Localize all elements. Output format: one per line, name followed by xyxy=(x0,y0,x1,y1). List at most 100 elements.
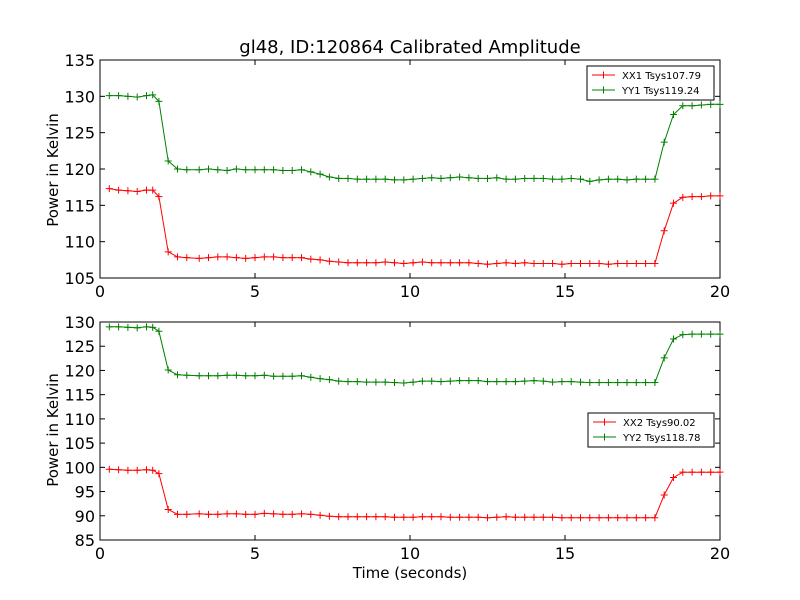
top-series-1-point xyxy=(195,254,203,262)
top-series-1-line xyxy=(109,188,720,265)
bottom-series-2-point xyxy=(143,323,150,331)
top-series-1-point xyxy=(549,259,557,267)
top-series-1-point xyxy=(316,256,324,264)
top-series-2-point xyxy=(604,175,612,183)
bottom-series-1-point xyxy=(623,514,631,522)
top-series-1-point xyxy=(214,253,222,261)
bottom-series-2-point xyxy=(465,377,473,385)
bottom-series-2-point xyxy=(418,377,426,385)
top-series-2-point xyxy=(586,177,594,185)
top-series-1-point xyxy=(124,187,132,195)
top-series-1-point xyxy=(307,255,315,263)
top-series-2-point xyxy=(251,166,259,174)
top-series-1-point xyxy=(115,186,123,194)
top-series-1-point xyxy=(143,186,150,194)
top-series-1-point xyxy=(363,259,371,267)
bottom-series-1-point xyxy=(539,513,547,521)
bottom-series-2-point xyxy=(456,377,464,385)
top-series-1-point xyxy=(288,254,296,262)
top-series-1-point xyxy=(632,259,640,267)
bottom-series-1-point xyxy=(155,470,163,478)
top-series-2-point xyxy=(307,168,315,176)
top-legend-marker xyxy=(600,86,607,94)
bottom-legend-label: XX2 Tsys90.02 xyxy=(623,418,696,429)
top-series-1-point xyxy=(465,259,473,267)
bottom-series-2-point xyxy=(437,378,445,386)
bottom-series-1-point xyxy=(381,513,389,521)
bottom-series-2-point xyxy=(577,378,584,386)
bottom-series-2-point xyxy=(149,323,157,331)
top-series-2-point xyxy=(288,166,296,174)
top-series-1-point xyxy=(232,254,240,262)
top-series-2-point xyxy=(549,175,557,183)
top-series-1-point xyxy=(604,260,612,268)
bottom-series-2-point xyxy=(372,378,380,386)
bottom-series-2-point xyxy=(164,366,172,374)
top-series-2-point xyxy=(363,175,371,183)
top-series-2-point xyxy=(223,166,231,174)
top-y-tick-label: 135 xyxy=(64,51,95,70)
top-series-1-point xyxy=(400,259,408,267)
top-series-2-point xyxy=(428,174,436,182)
bottom-series-1-point xyxy=(446,513,454,521)
top-series-1-point xyxy=(446,259,454,267)
bottom-x-tick-label: 15 xyxy=(555,544,575,563)
top-legend: XX1 Tsys107.79 YY1 Tsys119.24 xyxy=(586,65,715,101)
bottom-series-1-point xyxy=(214,510,222,518)
bottom-series-1-point xyxy=(223,510,231,518)
bottom-x-tick-label: 20 xyxy=(710,544,730,563)
bottom-series-2-point xyxy=(660,354,668,362)
bottom-series-2-point xyxy=(484,378,491,386)
top-series-2-point xyxy=(465,174,473,182)
top-series-1-point xyxy=(539,259,547,267)
bottom-series-1-point xyxy=(493,513,501,521)
bottom-series-2-point xyxy=(521,377,529,385)
bottom-series-1-point xyxy=(353,513,361,521)
bottom-series-1-point xyxy=(133,466,141,474)
top-series-2-point xyxy=(195,166,203,174)
top-series-2-point xyxy=(484,174,491,182)
top-series-2-point xyxy=(214,166,222,174)
top-series-1-point xyxy=(325,257,333,265)
top-series-2-point xyxy=(688,102,696,110)
top-x-tick-label: 5 xyxy=(250,282,260,301)
bottom-series-1-point xyxy=(428,513,436,521)
bottom-series-1-point xyxy=(484,514,491,522)
top-series-1-point xyxy=(149,186,157,194)
bottom-series-2-point xyxy=(651,379,659,387)
top-series-2-point xyxy=(511,175,519,183)
top-series-1-point xyxy=(418,258,426,266)
bottom-series-2-point xyxy=(242,372,250,380)
top-series-2-point xyxy=(115,92,123,100)
top-series-2-point xyxy=(400,176,408,184)
bottom-series-1-point xyxy=(115,466,123,474)
top-series-2-point xyxy=(679,102,687,110)
bottom-legend-marker xyxy=(601,433,608,441)
top-series-2-point xyxy=(493,174,501,182)
bottom-series-2-point xyxy=(391,379,398,387)
bottom-series-2-point xyxy=(279,372,287,380)
top-series-2-point xyxy=(446,174,454,182)
bottom-series-1-point xyxy=(697,468,705,476)
top-series-1-point xyxy=(502,259,510,267)
x-axis-label: Time (seconds) xyxy=(352,564,468,582)
top-series-1-point xyxy=(279,254,287,262)
top-x-tick-label: 0 xyxy=(95,282,105,301)
bottom-series-1-point xyxy=(143,466,150,474)
bottom-series-1-point xyxy=(670,474,677,482)
top-series-1-point xyxy=(493,259,501,267)
top-series-2-point xyxy=(697,101,705,109)
top-series-1-point xyxy=(174,253,181,261)
top-series-1-point xyxy=(688,193,696,201)
bottom-series-2-point xyxy=(105,323,113,331)
bottom-series-1-point xyxy=(418,513,426,521)
bottom-series-2-point xyxy=(155,327,163,335)
top-y-tick-label: 125 xyxy=(64,124,95,143)
top-series-1-point xyxy=(437,259,445,267)
bottom-legend-box xyxy=(587,412,715,448)
bottom-series-2-line xyxy=(109,326,720,384)
bottom-series-2-point xyxy=(307,373,315,381)
top-series-2-point xyxy=(381,175,389,183)
top-series-2-point xyxy=(205,165,212,173)
top-series-2-point xyxy=(316,170,324,178)
